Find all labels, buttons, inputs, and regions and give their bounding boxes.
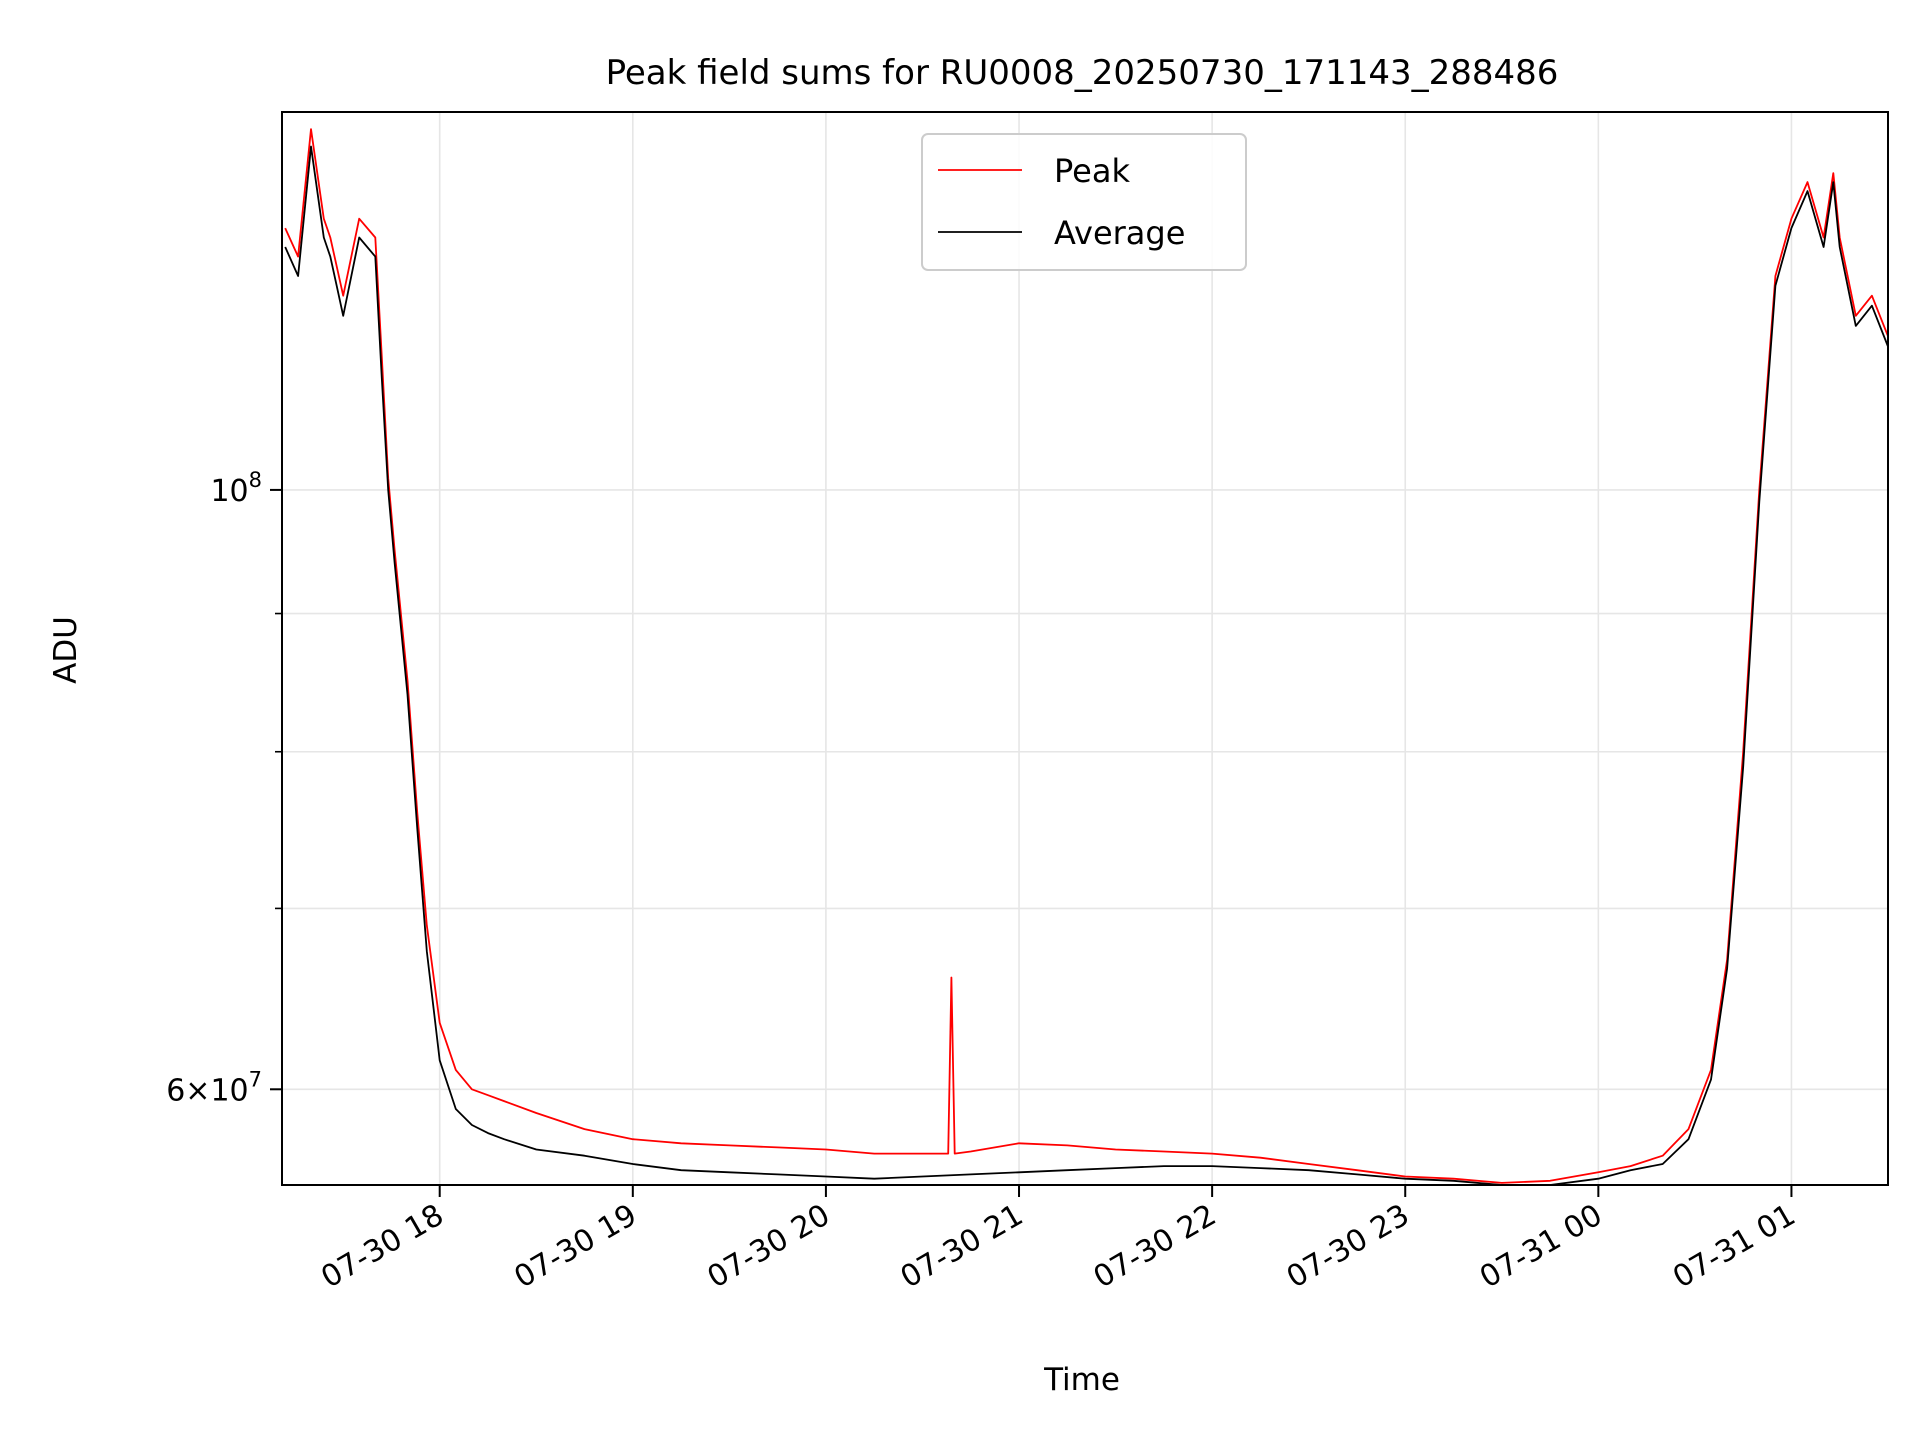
legend-label-average: Average <box>1054 214 1185 252</box>
y-tick-label: 108 <box>210 468 262 509</box>
y-tick-label: 6×107 <box>166 1067 262 1108</box>
y-tick-base: 10 <box>210 1073 248 1108</box>
series-line-peak <box>284 128 1888 1184</box>
legend-label-peak: Peak <box>1054 152 1130 190</box>
y-tick-exponent: 8 <box>249 468 262 492</box>
x-axis-label: Time <box>1043 1362 1120 1398</box>
y-tick-base: 10 <box>210 474 248 509</box>
y-tick-mantissa: 6 <box>166 1073 185 1108</box>
series-line-average <box>284 145 1888 1185</box>
y-tick-times: × <box>185 1073 210 1108</box>
chart-title: Peak field sums for RU0008_20250730_1711… <box>606 53 1559 93</box>
grid <box>282 112 1888 1185</box>
plot-area <box>284 128 1888 1185</box>
legend: Peak Average <box>921 133 1247 271</box>
y-tick-exponent: 7 <box>249 1067 262 1091</box>
legend-box <box>921 133 1247 271</box>
y-axis-label: ADU <box>48 616 84 684</box>
plot-frame <box>281 111 1889 1186</box>
